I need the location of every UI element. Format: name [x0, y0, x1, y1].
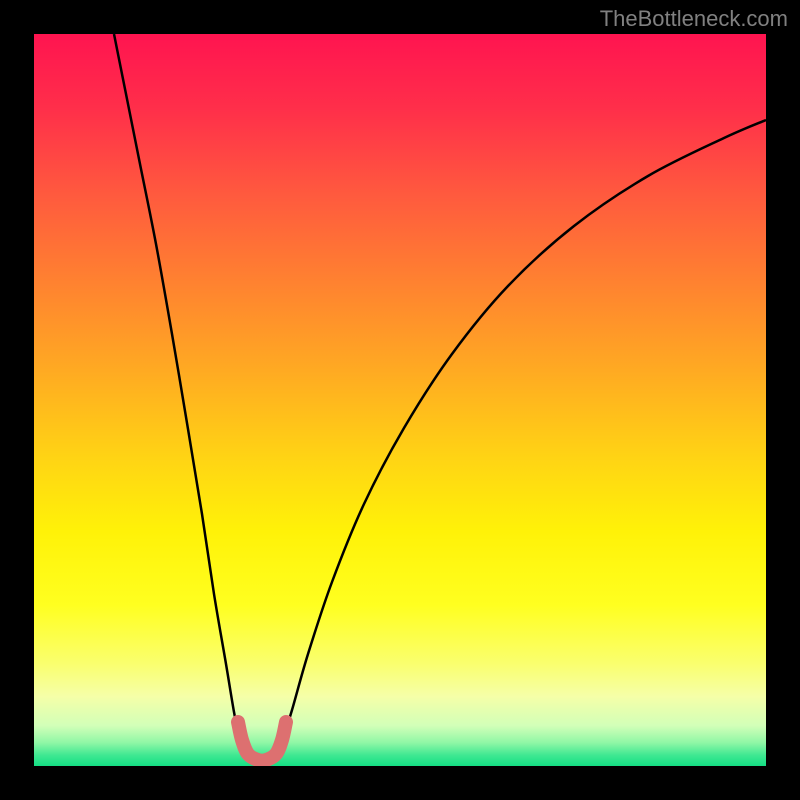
gradient-background — [34, 34, 766, 766]
bottleneck-curve-chart — [34, 34, 766, 766]
chart-plot-area — [34, 34, 766, 766]
watermark-text: TheBottleneck.com — [600, 6, 788, 32]
